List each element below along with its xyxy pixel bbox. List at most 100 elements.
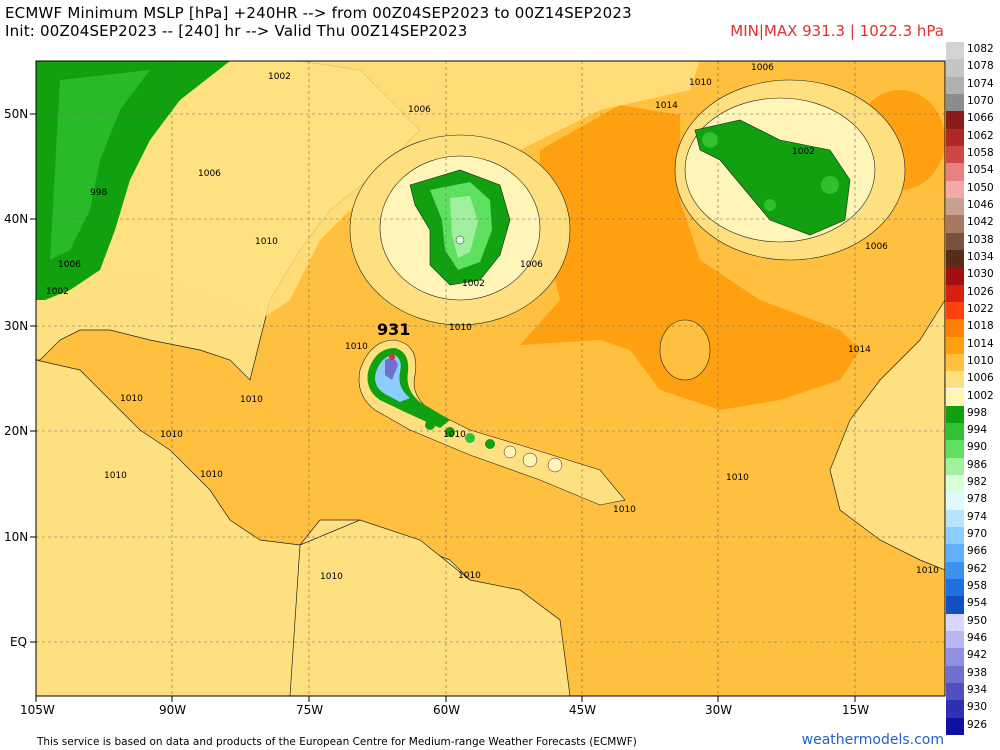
low-east-cell-1 xyxy=(702,132,718,148)
legend-entry: 958 xyxy=(946,579,1000,597)
legend-swatch xyxy=(946,683,964,701)
legend-entry: 1026 xyxy=(946,284,1000,302)
legend-swatch xyxy=(946,197,964,216)
land-south-america xyxy=(289,519,571,696)
lon-label: 60W xyxy=(433,703,461,717)
legend-swatch xyxy=(946,249,964,268)
legend-swatch xyxy=(946,492,964,510)
legend-entry: 962 xyxy=(946,561,1000,580)
contour-label: 1010 xyxy=(255,237,278,247)
legend-entry: 970 xyxy=(946,527,1000,545)
legend-value: 950 xyxy=(967,614,988,627)
legend-value: 934 xyxy=(967,684,988,697)
legend-entry: 950 xyxy=(946,613,1000,632)
legend-value: 1054 xyxy=(967,164,994,177)
legend-value: 1066 xyxy=(967,112,994,125)
legend-value: 970 xyxy=(967,528,988,541)
brand-link[interactable]: weathermodels.com xyxy=(801,732,944,748)
legend-entry: 998 xyxy=(946,405,1000,424)
contour-label: 1010 xyxy=(345,342,368,352)
legend-swatch xyxy=(946,527,964,545)
legend-swatch xyxy=(946,76,964,94)
legend-entry: 986 xyxy=(946,457,1000,476)
low-west-center xyxy=(455,235,465,245)
legend-entry: 1030 xyxy=(946,267,1000,285)
legend-swatch xyxy=(946,509,964,528)
legend-swatch xyxy=(946,59,964,77)
lon-label: 75W xyxy=(296,703,324,717)
credit-text: This service is based on data and produc… xyxy=(37,736,637,748)
legend-entry: 1006 xyxy=(946,371,1000,389)
map-title: ECMWF Minimum MSLP [hPa] +240HR --> from… xyxy=(5,4,632,22)
legend-value: 978 xyxy=(967,493,988,506)
legend-value: 1014 xyxy=(967,337,994,350)
legend-entry: 1078 xyxy=(946,59,1000,77)
storm-min-label: 931 xyxy=(377,320,411,339)
contour-label: 1010 xyxy=(443,430,466,440)
contour-label: 1002 xyxy=(462,279,485,289)
legend-value: 1006 xyxy=(967,372,994,385)
legend-value: 926 xyxy=(967,718,988,731)
legend-swatch xyxy=(946,457,964,476)
legend-swatch xyxy=(946,405,964,424)
legend-swatch xyxy=(946,423,964,441)
legend-entry: 1066 xyxy=(946,111,1000,129)
legend-entry: 1010 xyxy=(946,353,1000,372)
contour-label: 1010 xyxy=(726,473,749,483)
lon-label: 45W xyxy=(569,703,597,717)
legend-entry: 1054 xyxy=(946,163,1000,181)
contour-label: 1014 xyxy=(848,345,871,355)
legend-swatch xyxy=(946,93,964,112)
legend-entry: 1050 xyxy=(946,180,1000,198)
legend-swatch xyxy=(946,613,964,632)
legend-value: 966 xyxy=(967,545,988,558)
contour-label: 1006 xyxy=(58,260,81,270)
contour-label: 1006 xyxy=(198,169,221,179)
lon-label: 15W xyxy=(842,703,870,717)
legend-entry: 1022 xyxy=(946,301,1000,320)
legend-value: 930 xyxy=(967,701,988,714)
legend-value: 1022 xyxy=(967,302,994,315)
legend-entry: 1034 xyxy=(946,249,1000,268)
ridge-1014 xyxy=(520,105,860,410)
legend-value: 1058 xyxy=(967,146,994,159)
legend-entry: 1062 xyxy=(946,128,1000,146)
graticule xyxy=(36,61,945,696)
low-east-cell-3 xyxy=(764,199,776,211)
legend-value: 994 xyxy=(967,424,988,437)
contour-label: 1010 xyxy=(689,78,712,88)
legend-value: 1074 xyxy=(967,77,994,90)
lat-label: 10N xyxy=(4,530,29,544)
legend-swatch xyxy=(946,544,964,562)
legend-swatch xyxy=(946,267,964,285)
legend-swatch xyxy=(946,336,964,354)
contour-label: 1006 xyxy=(520,260,543,270)
legend-swatch xyxy=(946,665,964,683)
legend-value: 1002 xyxy=(967,389,994,402)
legend-swatch xyxy=(946,371,964,389)
contour-label: 1002 xyxy=(46,287,69,297)
hurricane-eye xyxy=(389,354,395,360)
legend-entry: 1038 xyxy=(946,232,1000,250)
legend-entry: 1070 xyxy=(946,93,1000,112)
contour-label: 1014 xyxy=(655,101,678,111)
legend-value: 990 xyxy=(967,441,988,454)
contour-label: 1010 xyxy=(320,572,343,582)
legend-swatch xyxy=(946,579,964,597)
legend-swatch xyxy=(946,145,964,164)
legend-swatch xyxy=(946,440,964,458)
legend-entry: 1046 xyxy=(946,197,1000,216)
land-africa xyxy=(829,299,945,571)
contour-label: 1010 xyxy=(104,471,127,481)
legend-value: 1082 xyxy=(967,43,994,55)
legend-entry: 982 xyxy=(946,475,1000,493)
legend-entry: 934 xyxy=(946,683,1000,701)
legend-swatch xyxy=(946,631,964,649)
contour-label: 1002 xyxy=(268,72,291,82)
legend-entry: 930 xyxy=(946,700,1000,718)
legend-swatch xyxy=(946,319,964,337)
legend-entry: 938 xyxy=(946,665,1000,683)
lon-label: 105W xyxy=(20,703,55,717)
ridge-inner-1010 xyxy=(659,319,711,381)
